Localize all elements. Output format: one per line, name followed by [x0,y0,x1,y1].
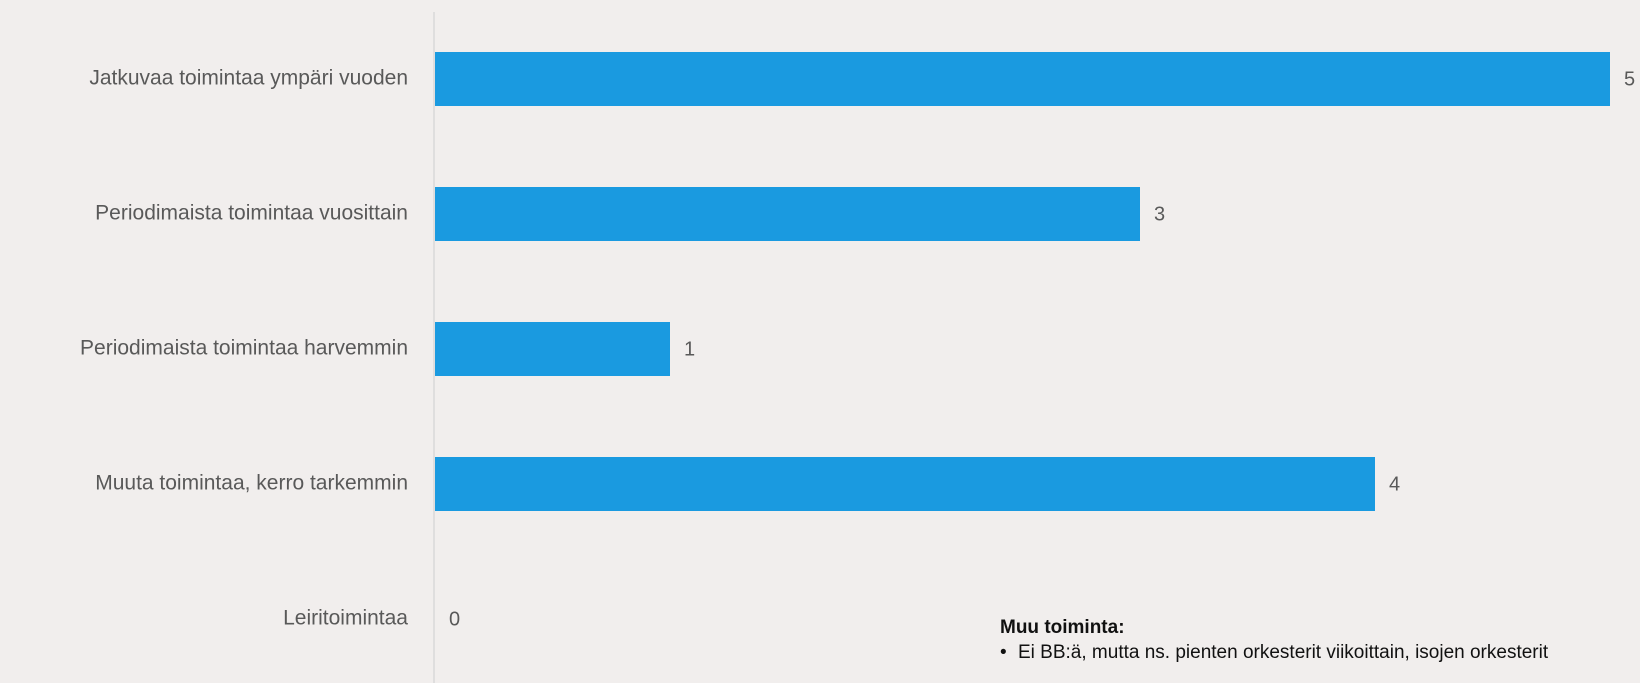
value-label-0: 5 [1624,68,1635,90]
note-item-text: Ei BB:ä, mutta ns. pienten orkesterit vi… [1018,642,1549,663]
bar-1 [435,187,1140,241]
bar-2 [435,322,670,376]
note-list: • Ei BB:ä, mutta ns. pienten orkesterit v… [1000,640,1640,665]
value-label-3: 4 [1389,473,1400,495]
note-item: • Ei BB:ä, mutta ns. pienten orkesterit v… [1000,640,1640,665]
bullet-icon: • [1000,642,1007,663]
value-label-2: 1 [684,338,695,360]
note-box: Muu toiminta: • Ei BB:ä, mutta ns. piente… [1000,615,1640,665]
category-labels-layer: Jatkuvaa toimintaa ympäri vuoden Periodim… [80,67,408,630]
category-label-4: Leiritoimintaa [283,607,408,630]
value-label-4: 0 [449,608,460,630]
value-label-1: 3 [1154,203,1165,225]
note-title: Muu toiminta: [1000,617,1125,638]
bar-3 [435,457,1375,511]
value-labels-layer: 5 3 1 4 0 [449,68,1635,630]
bars-layer [435,52,1610,511]
category-label-1: Periodimaista toimintaa vuosittain [95,202,408,225]
category-label-0: Jatkuvaa toimintaa ympäri vuoden [89,67,408,90]
category-label-2: Periodimaista toimintaa harvemmin [80,337,408,360]
bar-0 [435,52,1610,106]
category-label-3: Muuta toimintaa, kerro tarkemmin [95,472,408,495]
